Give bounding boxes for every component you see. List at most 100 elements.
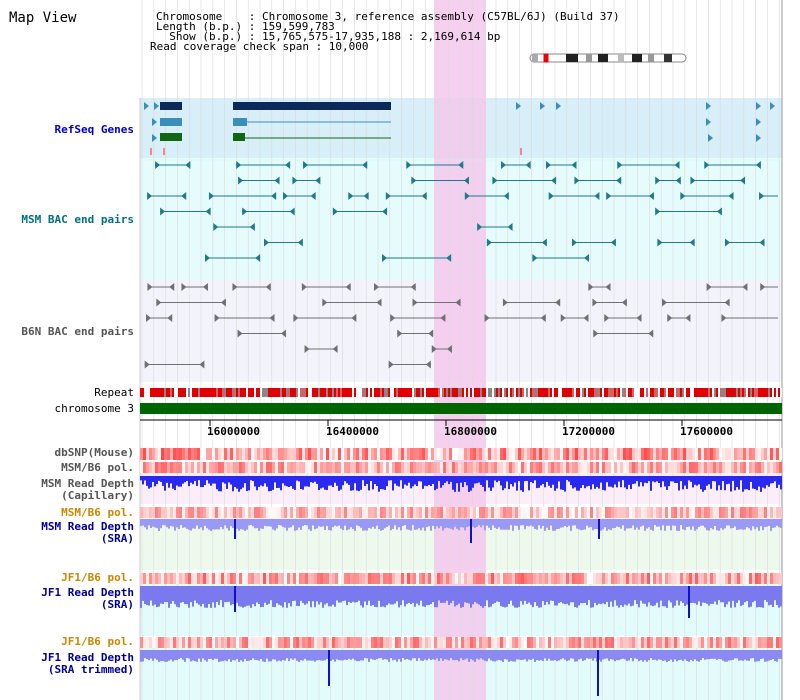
depth-bar (714, 586, 716, 602)
chromosome-ideogram[interactable] (528, 52, 688, 64)
depth-bar (176, 476, 178, 486)
depth-bar (626, 650, 628, 662)
pol-cell (329, 448, 332, 460)
depth-bar (304, 650, 306, 659)
depth-bar (204, 519, 206, 526)
depth-bar (584, 650, 586, 661)
pol-cell (209, 637, 212, 648)
pol-cell (725, 637, 728, 648)
dbsnp-label[interactable]: dbSNP(Mouse) (54, 446, 134, 459)
depth-bar (222, 650, 224, 662)
depth-bar (634, 519, 636, 530)
bac-end-marker (385, 192, 391, 200)
depth-bar (326, 519, 328, 526)
depth-bar (404, 476, 406, 485)
repeat-segment (370, 388, 372, 397)
pol-cell (776, 573, 779, 584)
depth-bar (620, 519, 622, 529)
depth-bar (168, 476, 170, 488)
repeat-segment (646, 388, 648, 397)
depth-bar (266, 586, 268, 605)
depth-bar (480, 519, 482, 528)
msm-bac-label[interactable]: MSM BAC end pairs (21, 213, 134, 226)
jf1-b6-pol-label[interactable]: JF1/B6 pol. (61, 571, 134, 584)
pol-cell (269, 507, 272, 518)
pol-cell (656, 573, 659, 584)
jf1-read-depth-trimmed-label-2[interactable]: (SRA trimmed) (47, 663, 134, 676)
depth-bar (336, 476, 338, 486)
depth-bar (618, 586, 620, 608)
refseq-genes-label[interactable]: RefSeq Genes (54, 123, 134, 136)
depth-bar (394, 476, 396, 484)
depth-bar (412, 519, 414, 526)
repeat-segment (616, 388, 618, 397)
pol-cell (650, 507, 653, 518)
depth-bar (510, 650, 512, 661)
depth-bar (200, 519, 202, 528)
msm-read-depth-sra-label-1[interactable]: MSM Read Depth (41, 520, 134, 533)
depth-bar (548, 586, 550, 605)
pol-cell (476, 462, 479, 473)
repeat-segment (164, 388, 166, 397)
depth-bar (442, 586, 444, 603)
msm-read-depth-capillary-label-2[interactable]: (Capillary) (61, 489, 134, 502)
pol-cell (266, 507, 269, 518)
pol-cell (683, 573, 686, 584)
depth-bar (182, 650, 184, 660)
depth-bar (156, 519, 158, 529)
pol-cell (356, 507, 359, 518)
repeat-segment (624, 388, 626, 397)
pol-cell (287, 448, 290, 460)
depth-bar (262, 586, 264, 607)
msm-read-depth-sra-label-2[interactable]: (SRA) (100, 532, 134, 545)
depth-bar (750, 650, 752, 659)
pol-cell (749, 462, 752, 473)
depth-bar (250, 650, 252, 661)
pol-cell (473, 448, 476, 460)
repeat-segment (376, 388, 378, 397)
depth-bar (722, 586, 724, 603)
msm-b6-pol-label[interactable]: MSM/B6 pol. (61, 461, 134, 474)
pol-cell (776, 637, 779, 648)
depth-bar (728, 586, 730, 602)
pol-cell (248, 448, 251, 460)
repeat-segment (654, 388, 656, 397)
msm-read-depth-capillary-label-1[interactable]: MSM Read Depth (41, 477, 134, 490)
jf1-b6-pol-trimmed-label[interactable]: JF1/B6 pol. (61, 635, 134, 648)
depth-bar (550, 519, 552, 526)
depth-bar (614, 586, 616, 601)
depth-bar (412, 476, 414, 487)
depth-bar (668, 586, 670, 601)
jf1-read-depth-sra-label-2[interactable]: (SRA) (100, 598, 134, 611)
pol-cell (458, 507, 461, 518)
pol-cell (464, 637, 467, 648)
pol-cell (530, 573, 533, 584)
jf1-read-depth-trimmed-label-1[interactable]: JF1 Read Depth (41, 651, 134, 664)
depth-bar (554, 586, 556, 606)
pol-cell (158, 507, 161, 518)
depth-bar (716, 476, 718, 491)
pol-cell (293, 573, 296, 584)
pol-cell (761, 507, 764, 518)
depth-bar (644, 586, 646, 604)
pol-cell (614, 507, 617, 518)
bac-end-marker (721, 314, 727, 322)
depth-bar (704, 586, 706, 603)
pol-cell (425, 573, 428, 584)
pol-cell (557, 573, 560, 584)
pol-cell (326, 573, 329, 584)
repeat-segment (752, 388, 754, 397)
depth-bar (296, 650, 298, 661)
msm-b6-pol-sra-label[interactable]: MSM/B6 pol. (61, 506, 134, 519)
pol-cell (656, 637, 659, 648)
jf1-read-depth-sra-label-1[interactable]: JF1 Read Depth (41, 586, 134, 599)
depth-bar (528, 586, 530, 603)
repeat-segment (678, 388, 680, 397)
bac-end-marker (621, 298, 627, 307)
b6n-bac-label[interactable]: B6N BAC end pairs (21, 325, 134, 338)
depth-bar (640, 519, 642, 527)
pol-cell (431, 462, 434, 473)
depth-bar (202, 476, 204, 488)
depth-bar (544, 586, 546, 606)
pol-cell (440, 448, 443, 460)
